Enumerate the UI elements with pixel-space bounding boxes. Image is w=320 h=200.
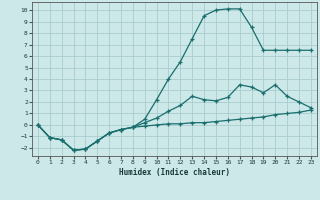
X-axis label: Humidex (Indice chaleur): Humidex (Indice chaleur)	[119, 168, 230, 177]
